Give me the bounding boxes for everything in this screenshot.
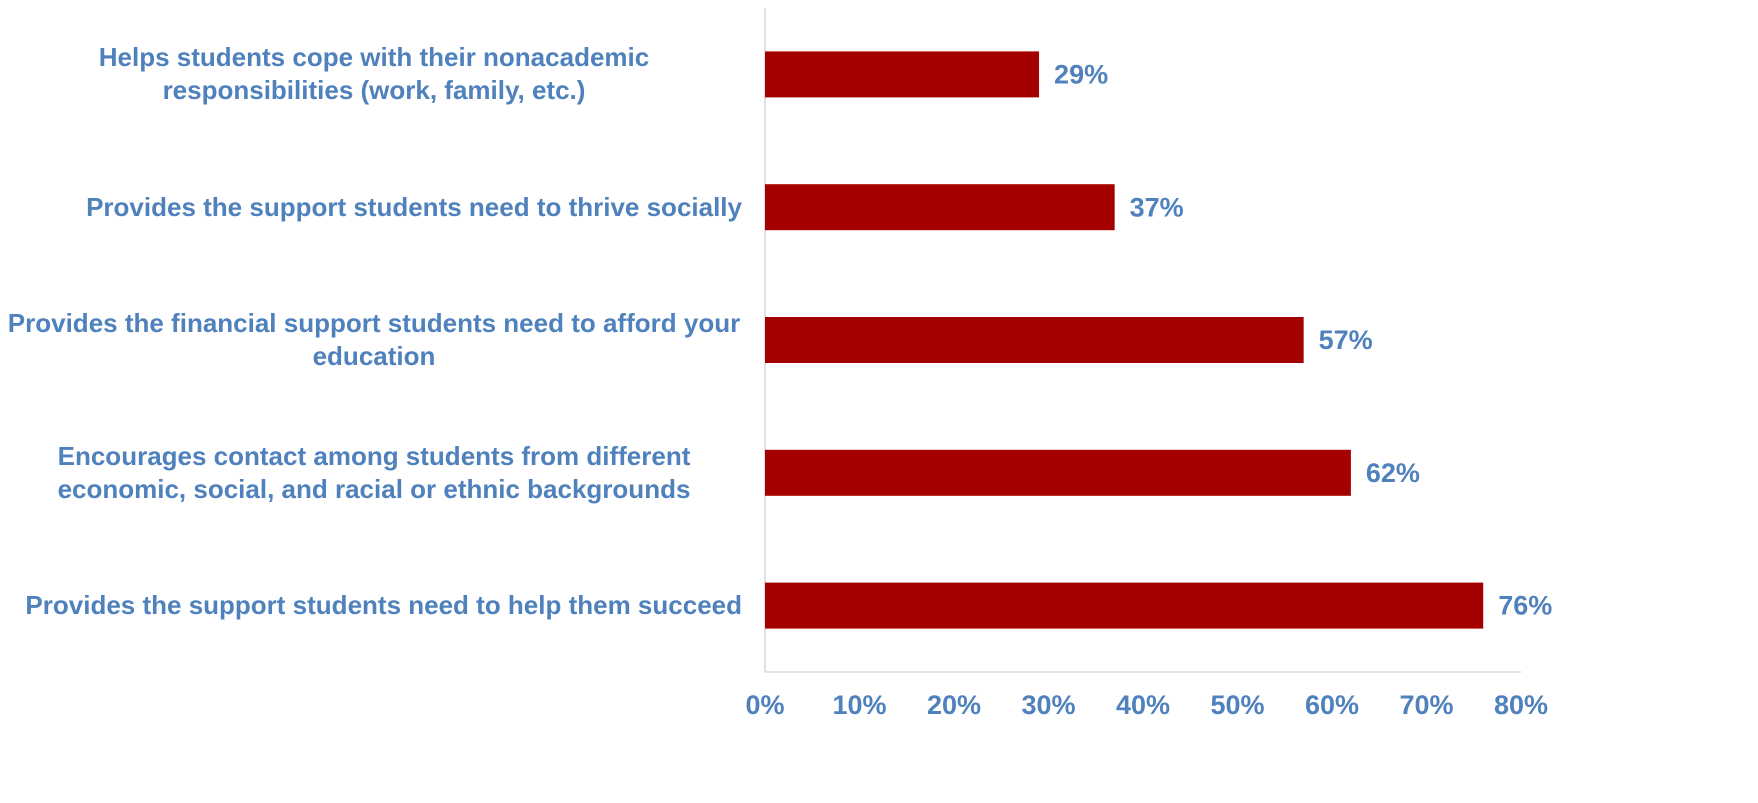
x-tick-label: 10% <box>832 690 886 720</box>
value-label: 76% <box>1498 591 1552 621</box>
value-label: 57% <box>1319 325 1373 355</box>
y-tick-label: Provides the financial support students … <box>7 308 741 371</box>
x-tick-label: 30% <box>1021 690 1075 720</box>
y-tick-label: Helps students cope with their nonacadem… <box>98 42 650 106</box>
category-label-box: Helps students cope with their nonacadem… <box>0 24 742 124</box>
value-label: 62% <box>1366 458 1420 488</box>
category-label-box: Provides the financial support students … <box>0 290 742 390</box>
category-label-box: Encourages contact among students from d… <box>0 423 742 523</box>
bar <box>765 449 1351 496</box>
y-tick-label: Provides the support students need to th… <box>86 191 742 222</box>
y-tick-label: Provides the support students need to he… <box>25 590 742 621</box>
bar <box>765 51 1040 98</box>
value-label: 29% <box>1054 60 1108 90</box>
bar <box>765 317 1304 363</box>
x-tick-label: 20% <box>927 690 981 720</box>
x-tick-label: 60% <box>1305 690 1359 720</box>
category-label-box: Provides the support students need to th… <box>0 157 742 257</box>
x-tick-label: 80% <box>1494 690 1548 720</box>
x-tick-label: 0% <box>745 690 784 720</box>
category-label-box: Provides the support students need to he… <box>0 556 742 656</box>
x-tick-label: 40% <box>1116 690 1170 720</box>
x-tick-label: 50% <box>1210 690 1264 720</box>
value-label: 37% <box>1130 192 1184 222</box>
y-tick-label: Encourages contact among students from d… <box>57 440 691 504</box>
x-tick-label: 70% <box>1399 690 1453 720</box>
bar <box>765 184 1115 231</box>
bar <box>765 582 1484 629</box>
